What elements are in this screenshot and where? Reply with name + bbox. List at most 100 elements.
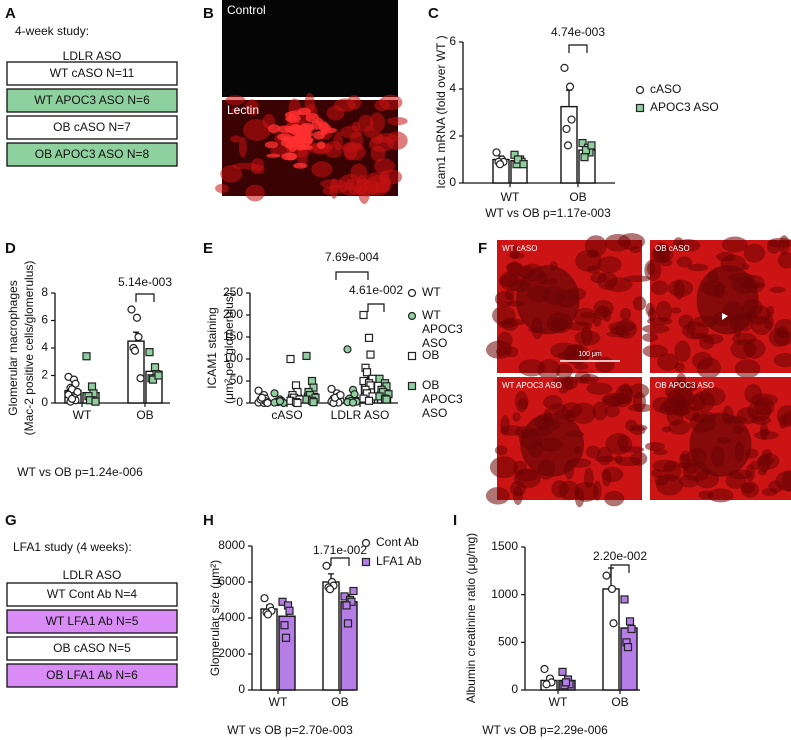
data-point <box>375 374 384 383</box>
texture <box>558 480 580 501</box>
x-tick-label: OB <box>331 695 348 709</box>
texture <box>564 377 574 391</box>
data-point <box>293 398 302 408</box>
texture <box>743 338 766 359</box>
group-box <box>6 115 178 140</box>
texture <box>347 95 362 110</box>
legend-marker <box>407 311 417 321</box>
texture <box>782 470 791 492</box>
texture <box>743 243 766 263</box>
image-label: OB cASO <box>655 244 690 253</box>
legend-entry: OB <box>422 348 439 362</box>
texture <box>671 307 682 314</box>
group-label: OB cASO N=5 <box>53 641 131 655</box>
texture <box>290 135 299 141</box>
texture <box>311 161 333 178</box>
x-tick-label: cASO <box>271 408 302 422</box>
group-box <box>6 88 178 113</box>
texture <box>225 95 246 106</box>
texture <box>766 239 781 254</box>
data-point <box>350 390 359 399</box>
p-value: 7.69e-004 <box>325 250 379 264</box>
texture <box>586 382 613 395</box>
y-axis-label: Glomerular macrophages <box>6 280 20 415</box>
study-subtitle: LDLR ASO <box>63 49 122 63</box>
data-point <box>607 584 617 594</box>
data-point <box>254 386 263 395</box>
y-tick-label: 2 <box>449 128 456 142</box>
image-label: OB APOC3 ASO <box>655 381 714 390</box>
data-point <box>587 141 596 150</box>
texture <box>617 434 629 451</box>
panel-letter: E <box>203 240 213 257</box>
texture <box>619 307 632 321</box>
legend-label: WT APOC3 ASO <box>422 308 463 350</box>
texture <box>604 277 633 293</box>
texture <box>597 256 622 274</box>
y-tick-label: 200 <box>223 307 243 321</box>
data-point <box>148 375 158 384</box>
texture <box>287 115 297 121</box>
texture <box>604 490 625 507</box>
texture <box>264 141 279 149</box>
p-value: 4.61e-002 <box>349 283 403 297</box>
group-label: WT Cont Ab N=4 <box>47 587 137 601</box>
image-label: WT cASO <box>502 244 537 253</box>
texture <box>317 141 326 149</box>
texture <box>295 138 307 145</box>
texture <box>370 145 386 162</box>
texture <box>632 296 647 311</box>
data-point <box>366 381 375 390</box>
image-label: WT APOC3 ASO <box>502 381 562 390</box>
y-axis-label: ICAM1 staining <box>205 307 219 388</box>
texture <box>778 414 787 429</box>
data-point <box>132 313 142 322</box>
legend-entry: WT APOC3 ASO <box>422 308 463 350</box>
texture <box>370 131 384 145</box>
y-axis-label: Glomerular size (μm²) <box>208 560 222 676</box>
data-point <box>307 376 317 386</box>
x-tick-label: LDLR ASO <box>331 408 390 422</box>
footer-stat: WT vs OB p=2.70e-003 <box>227 723 353 737</box>
texture <box>618 446 645 453</box>
texture <box>644 259 662 281</box>
panel-letter: I <box>453 512 457 529</box>
texture <box>587 249 599 259</box>
panel-letter: G <box>5 512 17 529</box>
y-axis-label: (μm² per glomerulus) <box>222 292 236 404</box>
y-tick-label: 6 <box>449 34 456 48</box>
legend-entry: LFA1 Ab <box>376 554 421 568</box>
texture <box>512 412 521 422</box>
texture <box>684 382 698 392</box>
legend-marker <box>407 381 417 391</box>
footer-stat: WT vs OB p=2.29e-006 <box>482 723 608 737</box>
error-bar <box>566 89 572 107</box>
texture <box>506 261 522 278</box>
texture <box>238 136 247 158</box>
legend-marker <box>361 557 371 567</box>
y-tick-label: 4 <box>449 81 456 95</box>
significance-bracket <box>135 293 155 302</box>
data-point <box>623 642 633 652</box>
arrowhead <box>722 313 728 320</box>
texture <box>754 396 775 417</box>
significance-bracket <box>610 564 630 573</box>
significance-bracket <box>335 271 369 280</box>
texture <box>230 135 242 143</box>
texture <box>340 125 363 139</box>
y-axis-label: (Mac-2 positive cells/glomerulus) <box>22 261 36 436</box>
texture <box>734 359 761 379</box>
texture <box>326 105 345 121</box>
data-point <box>492 148 501 157</box>
texture <box>243 118 271 141</box>
texture <box>751 415 772 425</box>
group-label: OB APOC3 ASO N=8 <box>35 147 150 161</box>
group-box <box>6 663 178 688</box>
p-value: 4.74e-003 <box>551 25 605 39</box>
data-point <box>302 351 311 361</box>
texture <box>741 481 760 498</box>
data-point <box>627 624 636 634</box>
texture <box>667 279 694 297</box>
texture <box>655 300 672 322</box>
texture <box>592 401 608 421</box>
